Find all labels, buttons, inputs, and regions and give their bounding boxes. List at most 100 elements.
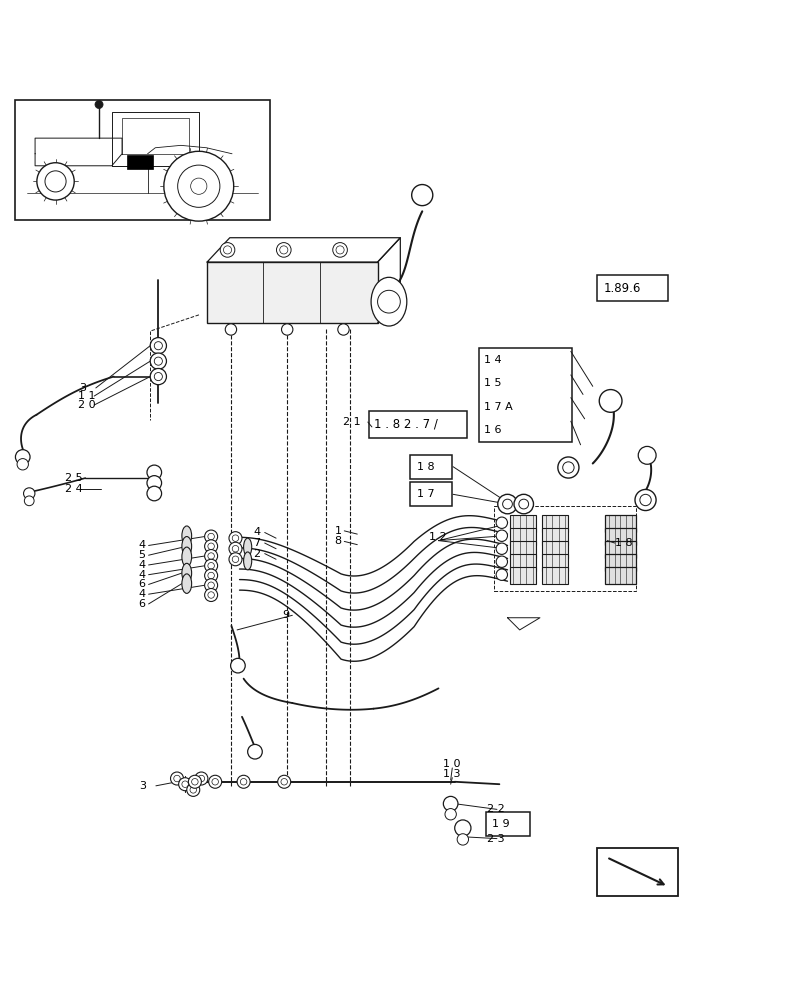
Circle shape bbox=[444, 809, 456, 820]
Circle shape bbox=[204, 550, 217, 563]
Circle shape bbox=[147, 476, 161, 490]
Circle shape bbox=[170, 772, 183, 785]
Circle shape bbox=[377, 290, 400, 313]
Circle shape bbox=[208, 592, 214, 598]
Circle shape bbox=[229, 553, 242, 566]
Circle shape bbox=[497, 494, 517, 514]
Text: 4: 4 bbox=[253, 527, 260, 537]
Text: 1 6: 1 6 bbox=[483, 425, 501, 435]
Circle shape bbox=[147, 465, 161, 480]
Circle shape bbox=[518, 499, 528, 509]
Bar bbox=[127, 155, 152, 169]
Circle shape bbox=[496, 556, 507, 567]
Text: 1 8: 1 8 bbox=[614, 538, 632, 548]
Circle shape bbox=[204, 559, 217, 572]
Circle shape bbox=[337, 324, 349, 335]
Circle shape bbox=[336, 246, 344, 254]
Bar bbox=[207, 262, 377, 323]
Bar bbox=[493, 506, 635, 591]
Circle shape bbox=[24, 488, 35, 499]
Circle shape bbox=[208, 563, 214, 569]
Circle shape bbox=[281, 324, 293, 335]
Text: 4: 4 bbox=[138, 540, 145, 550]
Text: 4: 4 bbox=[138, 570, 145, 580]
Circle shape bbox=[496, 530, 507, 541]
Circle shape bbox=[147, 486, 161, 501]
Circle shape bbox=[154, 342, 162, 350]
Circle shape bbox=[208, 572, 214, 579]
Text: 1 4: 1 4 bbox=[483, 355, 501, 365]
Circle shape bbox=[457, 834, 468, 845]
Ellipse shape bbox=[371, 277, 406, 326]
Bar bbox=[604, 528, 635, 545]
Ellipse shape bbox=[182, 547, 191, 567]
Circle shape bbox=[204, 579, 217, 592]
Circle shape bbox=[232, 535, 238, 541]
Text: 2 5: 2 5 bbox=[65, 473, 83, 483]
Circle shape bbox=[154, 373, 162, 381]
Circle shape bbox=[45, 171, 66, 192]
Circle shape bbox=[191, 779, 198, 785]
Bar bbox=[509, 554, 535, 571]
Circle shape bbox=[178, 165, 220, 207]
Circle shape bbox=[154, 357, 162, 365]
Text: 9: 9 bbox=[282, 610, 290, 620]
Circle shape bbox=[232, 556, 238, 563]
Text: 7: 7 bbox=[253, 538, 260, 548]
Circle shape bbox=[634, 489, 655, 511]
Text: 1 . 8 2 . 7 /: 1 . 8 2 . 7 / bbox=[374, 418, 438, 431]
Text: 2 4: 2 4 bbox=[65, 484, 83, 494]
Circle shape bbox=[15, 450, 30, 464]
Circle shape bbox=[237, 775, 250, 788]
Ellipse shape bbox=[243, 552, 251, 570]
Bar bbox=[542, 554, 568, 571]
Circle shape bbox=[17, 459, 28, 470]
Circle shape bbox=[276, 243, 290, 257]
Circle shape bbox=[204, 569, 217, 582]
Text: 3: 3 bbox=[79, 383, 87, 393]
Text: 1 7: 1 7 bbox=[416, 489, 434, 499]
Circle shape bbox=[496, 543, 507, 554]
Circle shape bbox=[599, 390, 621, 412]
Bar bbox=[542, 567, 568, 584]
Text: 5: 5 bbox=[138, 550, 145, 560]
Circle shape bbox=[191, 178, 207, 194]
Text: 1: 1 bbox=[334, 526, 341, 536]
Circle shape bbox=[229, 532, 242, 545]
Ellipse shape bbox=[243, 538, 251, 556]
Text: 2 2: 2 2 bbox=[487, 804, 504, 814]
Circle shape bbox=[411, 185, 432, 206]
Circle shape bbox=[557, 457, 578, 478]
Text: 1.89.6: 1.89.6 bbox=[603, 282, 640, 295]
Bar bbox=[509, 528, 535, 545]
Text: 6: 6 bbox=[138, 579, 145, 589]
Circle shape bbox=[208, 582, 214, 589]
Circle shape bbox=[212, 779, 218, 785]
Circle shape bbox=[195, 772, 208, 785]
Text: 4: 4 bbox=[138, 560, 145, 570]
Text: 2 3: 2 3 bbox=[487, 834, 504, 844]
Circle shape bbox=[150, 338, 166, 354]
Bar bbox=[15, 100, 270, 220]
Ellipse shape bbox=[182, 574, 191, 593]
Circle shape bbox=[182, 781, 188, 787]
Circle shape bbox=[496, 569, 507, 580]
Circle shape bbox=[204, 530, 217, 543]
Bar bbox=[509, 515, 535, 532]
Text: 2 0: 2 0 bbox=[78, 400, 96, 410]
Text: 2: 2 bbox=[253, 549, 260, 559]
Bar bbox=[485, 812, 530, 836]
Bar bbox=[604, 541, 635, 558]
Circle shape bbox=[333, 243, 347, 257]
Circle shape bbox=[187, 783, 200, 796]
Circle shape bbox=[513, 494, 533, 514]
Bar bbox=[369, 411, 466, 438]
Circle shape bbox=[240, 779, 247, 785]
Circle shape bbox=[454, 820, 470, 836]
Text: 1 0: 1 0 bbox=[442, 759, 460, 769]
Text: 4: 4 bbox=[138, 589, 145, 599]
Circle shape bbox=[496, 517, 507, 528]
Circle shape bbox=[150, 353, 166, 369]
Bar bbox=[509, 541, 535, 558]
Bar bbox=[410, 455, 452, 479]
